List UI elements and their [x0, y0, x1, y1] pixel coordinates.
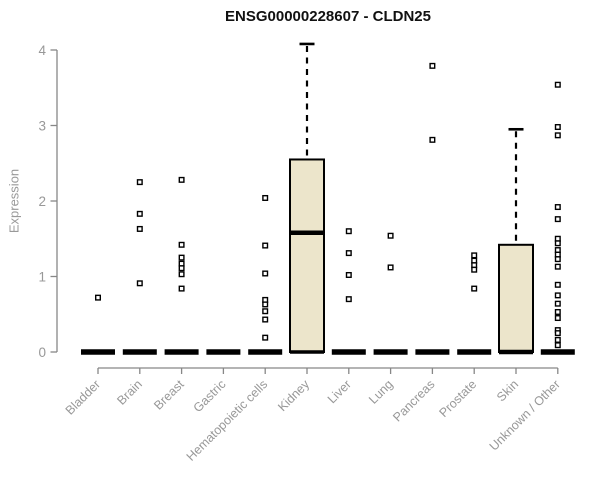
- median-bar: [81, 349, 115, 355]
- chart-title: ENSG00000228607 - CLDN25: [225, 8, 431, 25]
- data-point: [262, 316, 269, 323]
- data-point: [178, 265, 185, 272]
- y-tick-label: 2: [38, 194, 46, 209]
- data-point: [554, 204, 561, 211]
- data-point: [262, 242, 269, 249]
- data-point: [262, 194, 269, 201]
- median-bar: [206, 349, 241, 355]
- data-point: [554, 263, 561, 270]
- x-axis-label: Pancreas: [390, 377, 437, 424]
- data-point: [554, 336, 561, 343]
- data-point: [554, 281, 561, 288]
- data-point: [471, 266, 478, 273]
- x-axis-label: Liver: [325, 377, 354, 406]
- data-point: [429, 136, 436, 143]
- data-point: [136, 210, 143, 217]
- data-point: [262, 308, 269, 315]
- data-point: [178, 254, 185, 261]
- data-point: [554, 300, 561, 307]
- data-point: [387, 264, 394, 271]
- data-point: [471, 285, 478, 292]
- data-point: [262, 301, 269, 308]
- data-point: [554, 240, 561, 247]
- data-point: [554, 216, 561, 223]
- data-point: [554, 330, 561, 337]
- data-point: [136, 280, 143, 287]
- data-point: [554, 342, 561, 349]
- data-point: [554, 292, 561, 299]
- data-point: [262, 334, 269, 341]
- median-bar: [415, 349, 450, 355]
- data-point: [136, 179, 143, 186]
- x-axis-label: Lung: [366, 377, 396, 407]
- data-point: [554, 256, 561, 263]
- y-tick-label: 3: [38, 119, 46, 134]
- y-tick-label: 0: [38, 345, 46, 360]
- data-point: [136, 225, 143, 232]
- x-axis-label: Brain: [114, 377, 145, 408]
- x-axis-label: Hematopoietic cells: [184, 377, 271, 464]
- data-point: [471, 252, 478, 259]
- data-point: [554, 132, 561, 139]
- x-axis-label: Unknown / Other: [487, 377, 563, 453]
- data-point: [262, 270, 269, 277]
- x-axis-label: Breast: [151, 377, 187, 413]
- y-tick-label: 4: [38, 43, 46, 58]
- x-axis-label: Gastric: [191, 377, 229, 415]
- data-point: [554, 81, 561, 88]
- box: [498, 243, 534, 353]
- data-point: [554, 308, 561, 315]
- median-bar: [248, 349, 283, 355]
- data-point: [429, 62, 436, 69]
- box: [289, 158, 325, 353]
- data-point: [178, 176, 185, 183]
- data-point: [178, 271, 185, 278]
- y-tick-label: 1: [38, 270, 46, 285]
- data-point: [345, 296, 352, 303]
- x-axis-label: Kidney: [275, 377, 312, 414]
- median-bar: [164, 349, 199, 355]
- x-axis-label: Prostate: [436, 377, 479, 420]
- data-point: [94, 294, 101, 301]
- x-axis-label: Bladder: [63, 377, 103, 417]
- data-point: [387, 232, 394, 239]
- median-bar: [122, 349, 157, 355]
- data-point: [554, 315, 561, 322]
- median-bar: [331, 349, 366, 355]
- data-point: [345, 228, 352, 235]
- data-point: [178, 285, 185, 292]
- median-bar: [457, 349, 492, 355]
- data-point: [345, 271, 352, 278]
- median-bar: [373, 349, 408, 355]
- median-bar: [540, 349, 575, 355]
- x-axis-label: Skin: [494, 377, 521, 404]
- data-point: [554, 124, 561, 131]
- data-point: [178, 241, 185, 248]
- data-point: [345, 250, 352, 257]
